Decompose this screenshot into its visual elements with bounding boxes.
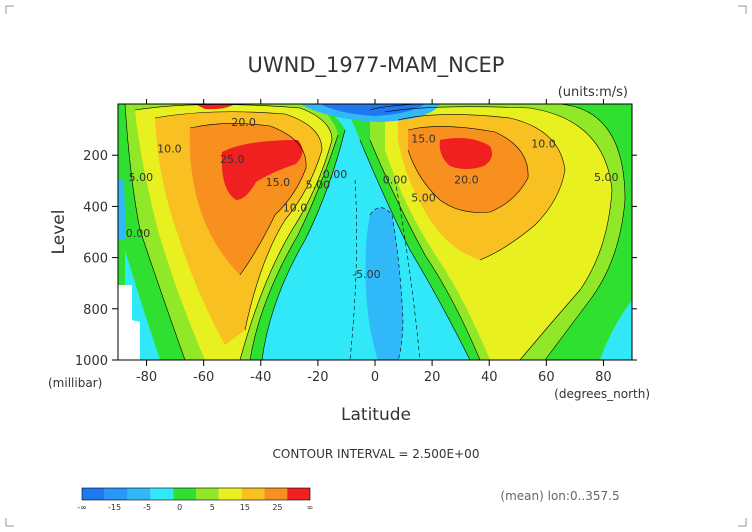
contour-label: 10.0	[157, 143, 182, 156]
colorbar-swatch	[264, 488, 288, 500]
field-band-top-darkblue	[320, 104, 425, 116]
chart-title: UWND_1977-MAM_NCEP	[248, 53, 505, 78]
contour-label: 0.00	[126, 227, 151, 240]
field-band-darkorange-nh	[408, 126, 529, 213]
contour-label: 25.0	[220, 153, 245, 166]
contour-label: 10.0	[531, 138, 556, 151]
colorbar-label: ∞	[307, 503, 314, 512]
x-axis: -80 -60 -40 -20 0 20 40 60 80	[136, 99, 612, 385]
colorbar-label: -5	[143, 503, 151, 512]
x-tick-label: 0	[371, 370, 379, 385]
x-tick-label: 80	[595, 370, 612, 385]
plot-area	[118, 104, 632, 360]
colorbar-swatch	[82, 488, 105, 500]
colorbar-label: -∞	[77, 503, 87, 512]
polar-blue-patch	[118, 180, 126, 240]
contour-label: 0.00	[323, 168, 348, 181]
contour-label: 15.0	[266, 176, 291, 189]
x-units-label: (degrees_north)	[554, 387, 650, 401]
x-tick-label: -20	[307, 370, 328, 385]
colorbar: -∞ -15 -5 0 5 15 25 ∞	[77, 487, 314, 512]
contour-label: 20.0	[231, 116, 256, 129]
colorbar-swatch	[196, 488, 219, 500]
colorbar-swatch	[127, 488, 151, 500]
contour-interval-text: CONTOUR INTERVAL = 2.500E+00	[273, 447, 480, 461]
x-tick-label: -80	[136, 370, 157, 385]
jet-core-sh	[221, 140, 303, 200]
polar-green-patch	[118, 240, 125, 285]
colorbar-label: 0	[177, 503, 182, 512]
contour-label: 15.0	[411, 132, 436, 145]
colorbar-frame	[81, 487, 311, 501]
colorbar-label: 5	[210, 503, 215, 512]
colorbar-swatch	[150, 488, 174, 500]
colorbar-swatch	[287, 488, 310, 500]
colorbar-label: -15	[108, 503, 121, 512]
contour-label: 5.00	[306, 178, 331, 191]
y-tick-label: 400	[83, 200, 108, 215]
x-axis-label: Latitude	[341, 405, 411, 425]
contour-label: 5.00	[129, 171, 154, 184]
contour-label: 20.0	[454, 173, 479, 186]
y-axis: 200 400 600 800 1000	[75, 149, 637, 369]
colorbar-swatch	[241, 488, 265, 500]
x-tick-label: 40	[481, 370, 498, 385]
y-tick-label: 1000	[75, 354, 108, 369]
contour-label: 5.00	[594, 171, 619, 184]
x-tick-label: -60	[193, 370, 214, 385]
y-tick-label: 600	[83, 252, 108, 267]
y-axis-label: Level	[49, 210, 69, 255]
jet-core-nh	[439, 138, 492, 169]
y-tick-label: 800	[83, 303, 108, 318]
field-band-equator-blue	[365, 207, 403, 360]
top-red-sh	[195, 104, 235, 110]
polar-white-patch	[118, 285, 140, 360]
contour-label: 10.0	[283, 202, 308, 215]
x-tick-label: -40	[250, 370, 271, 385]
x-tick-label: 60	[538, 370, 555, 385]
contour-lines	[124, 104, 626, 360]
y-tick-label: 200	[83, 149, 108, 164]
info-text: (mean) lon:0..357.5	[500, 489, 619, 503]
x-tick-label: 20	[424, 370, 441, 385]
units-label: (units:m/s)	[558, 85, 628, 100]
colorbar-swatch	[218, 488, 242, 500]
y-units-label: (millibar)	[48, 376, 102, 390]
colorbar-swatch	[104, 488, 128, 500]
colorbar-label: 25	[272, 503, 282, 512]
contour-label: 0.00	[383, 173, 408, 186]
colorbar-label: 15	[240, 503, 250, 512]
contour-label: -5.00	[352, 268, 380, 281]
contour-label: 5.00	[411, 191, 436, 204]
colorbar-swatch	[173, 488, 196, 500]
crop-marks	[5, 5, 747, 527]
